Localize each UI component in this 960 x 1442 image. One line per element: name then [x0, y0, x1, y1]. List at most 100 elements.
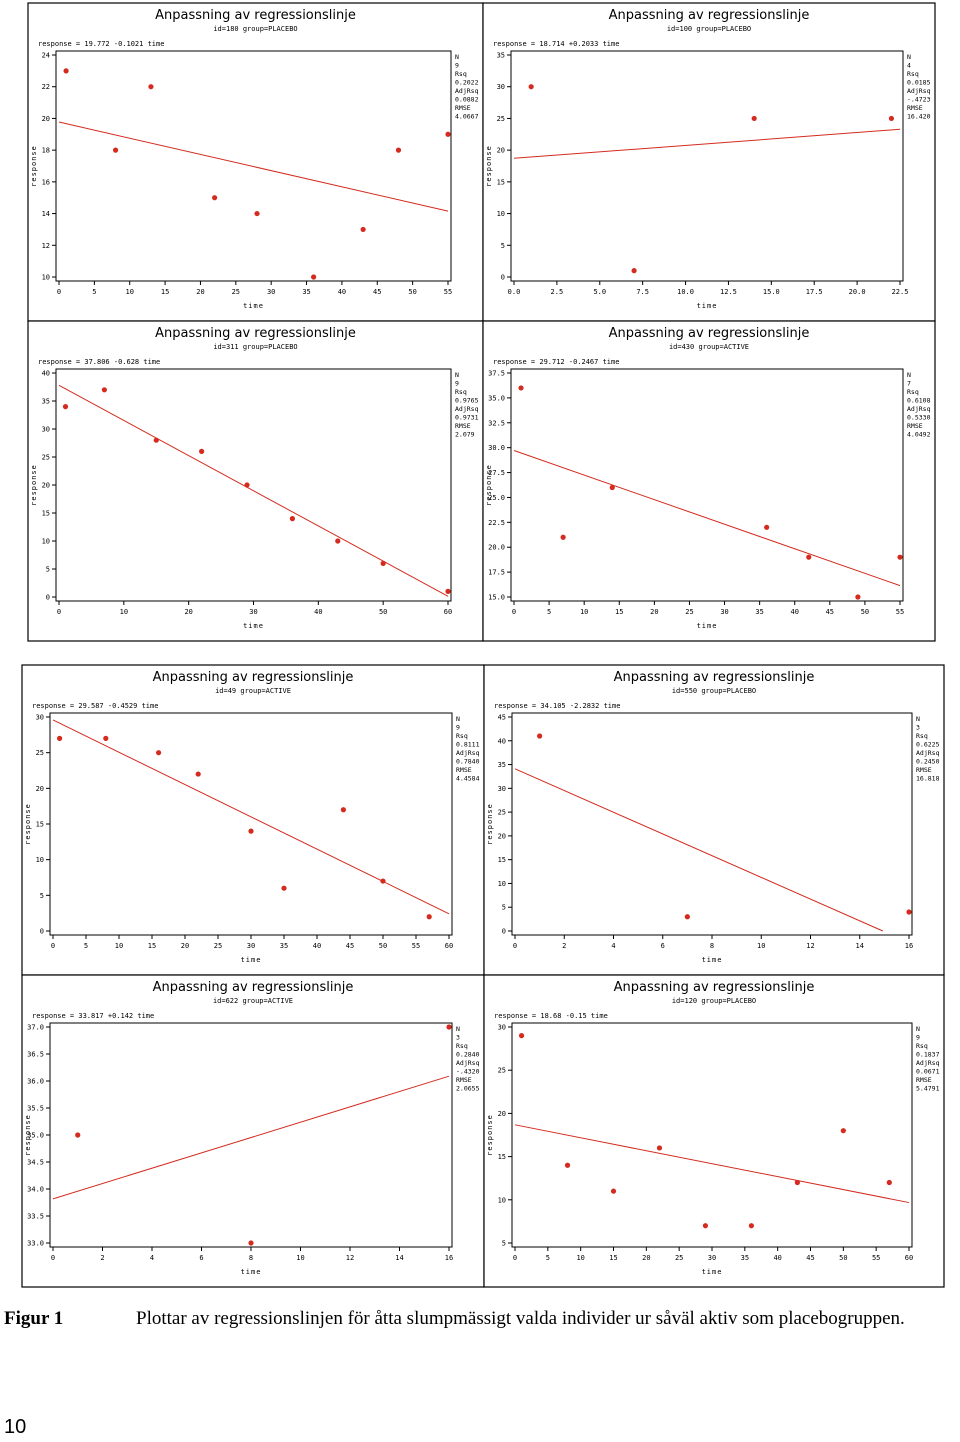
x-axis-label: time — [241, 956, 262, 964]
fit-statistic: N — [455, 371, 459, 379]
fit-statistic: AdjRsq — [907, 87, 931, 95]
fit-statistic: 7 — [907, 380, 911, 388]
x-tick-label: 0 — [51, 1254, 55, 1262]
y-tick-label: 20 — [42, 482, 50, 490]
fit-statistic: -.4320 — [456, 1068, 480, 1076]
x-tick-label: 45 — [346, 942, 354, 950]
data-point — [751, 115, 757, 122]
x-tick-label: 25 — [232, 288, 240, 296]
data-point — [855, 594, 861, 600]
chart-subtitle: id=311 group=PLACEBO — [213, 343, 297, 351]
data-point — [75, 1132, 81, 1138]
x-tick-label: 45 — [806, 1254, 814, 1262]
x-tick-label: 40 — [313, 942, 321, 950]
x-tick-label: 0 — [513, 1254, 517, 1262]
y-tick-label: 5 — [40, 892, 44, 900]
chart-title: Anpassning av regressionslinje — [153, 980, 354, 995]
fit-statistic: Rsq — [456, 1042, 468, 1050]
x-tick-label: 16 — [905, 942, 913, 950]
x-tick-label: 25 — [214, 942, 222, 950]
x-tick-label: 60 — [905, 1254, 913, 1262]
panel-border — [482, 320, 936, 642]
figure-caption-text: Plottar av regressionslinjen för åtta sl… — [136, 1308, 905, 1329]
y-tick-label: 25 — [42, 454, 50, 462]
chart-title: Anpassning av regressionslinje — [155, 8, 356, 23]
y-tick-label: 22.5 — [488, 519, 505, 527]
chart-panel-5: Anpassning av regressionslinje id=49 grou… — [21, 664, 485, 976]
y-tick-label: 32.5 — [488, 419, 505, 427]
data-point — [195, 771, 201, 777]
fit-statistic: N — [916, 1025, 920, 1033]
fit-statistic: 2.0655 — [456, 1085, 480, 1093]
x-tick-label: 10 — [757, 942, 765, 950]
data-point — [518, 1033, 525, 1039]
data-point — [148, 84, 154, 90]
data-point — [609, 484, 615, 491]
regression-equation: response = 34.105 -2.2832 time — [494, 702, 620, 710]
x-tick-label: 45 — [826, 608, 834, 616]
y-tick-label: 40 — [42, 370, 50, 378]
fit-statistic: AdjRsq — [455, 87, 479, 95]
x-tick-label: 6 — [661, 942, 665, 950]
y-tick-label: 15 — [497, 178, 505, 186]
data-point — [888, 115, 895, 122]
data-point — [248, 828, 254, 834]
data-point — [631, 268, 637, 274]
fit-statistic: 0.0671 — [916, 1068, 940, 1076]
x-tick-label: 10 — [580, 608, 588, 616]
y-tick-label: 27.5 — [488, 469, 505, 477]
data-point — [806, 554, 812, 560]
x-tick-label: 30 — [720, 608, 728, 616]
fit-statistic: 9 — [916, 1034, 920, 1042]
x-tick-label: 35 — [755, 608, 763, 616]
data-point — [62, 404, 69, 410]
y-tick-label: 33.0 — [27, 1240, 44, 1248]
x-tick-label: 50 — [861, 608, 869, 616]
y-tick-label: 45 — [498, 714, 506, 722]
panel-border — [21, 664, 485, 976]
data-point — [57, 735, 63, 742]
y-tick-label: 22 — [42, 83, 50, 91]
data-point — [395, 147, 402, 153]
chart-subtitle: id=120 group=PLACEBO — [672, 997, 756, 1005]
fit-statistic: 5.4791 — [916, 1085, 940, 1093]
chart-subtitle: id=430 group=ACTIVE — [669, 343, 749, 351]
x-tick-label: 22.5 — [892, 288, 909, 296]
y-tick-label: 35.0 — [488, 394, 505, 402]
fit-statistic: AdjRsq — [916, 749, 940, 757]
data-point — [445, 131, 451, 137]
regression-equation: response = 29.712 -0.2467 time — [493, 358, 619, 366]
fit-statistic: Rsq — [456, 732, 468, 740]
y-tick-label: 37.5 — [488, 370, 505, 378]
chart-panel-7: Anpassning av regressionslinje id=622 gro… — [21, 974, 485, 1288]
x-tick-label: 2 — [562, 942, 566, 950]
panel-border — [27, 2, 484, 322]
data-point — [199, 448, 205, 454]
chart-panel-2: Anpassning av regressionslinje id=100 gro… — [482, 2, 936, 322]
data-point — [112, 147, 119, 153]
fit-statistic: 4.0492 — [907, 431, 931, 439]
chart-panel-8: Anpassning av regressionslinje id=120 gro… — [483, 974, 945, 1288]
data-point — [518, 385, 524, 391]
y-tick-label: 25 — [36, 749, 44, 757]
fit-statistic: 0.5330 — [907, 414, 931, 422]
data-point — [156, 750, 162, 756]
y-tick-label: 30 — [36, 714, 44, 722]
x-tick-label: 50 — [408, 288, 416, 296]
x-axis-label: time — [697, 302, 718, 310]
data-point — [748, 1223, 755, 1229]
fit-statistic: 0.0185 — [907, 79, 931, 87]
fit-statistic: 0.6225 — [916, 741, 940, 749]
fit-statistic: Rsq — [455, 388, 467, 396]
x-tick-label: 50 — [379, 942, 387, 950]
x-tick-label: 17.5 — [806, 288, 823, 296]
data-point — [684, 914, 690, 920]
fit-statistic: Rsq — [916, 732, 928, 740]
y-axis-label: response — [24, 1114, 32, 1156]
fit-statistic: AdjRsq — [907, 405, 931, 413]
regression-equation: response = 37.806 -0.628 time — [38, 358, 160, 366]
fit-statistic: Rsq — [907, 388, 919, 396]
x-tick-label: 10 — [126, 288, 134, 296]
x-tick-label: 0 — [512, 608, 516, 616]
data-point — [564, 1162, 571, 1168]
